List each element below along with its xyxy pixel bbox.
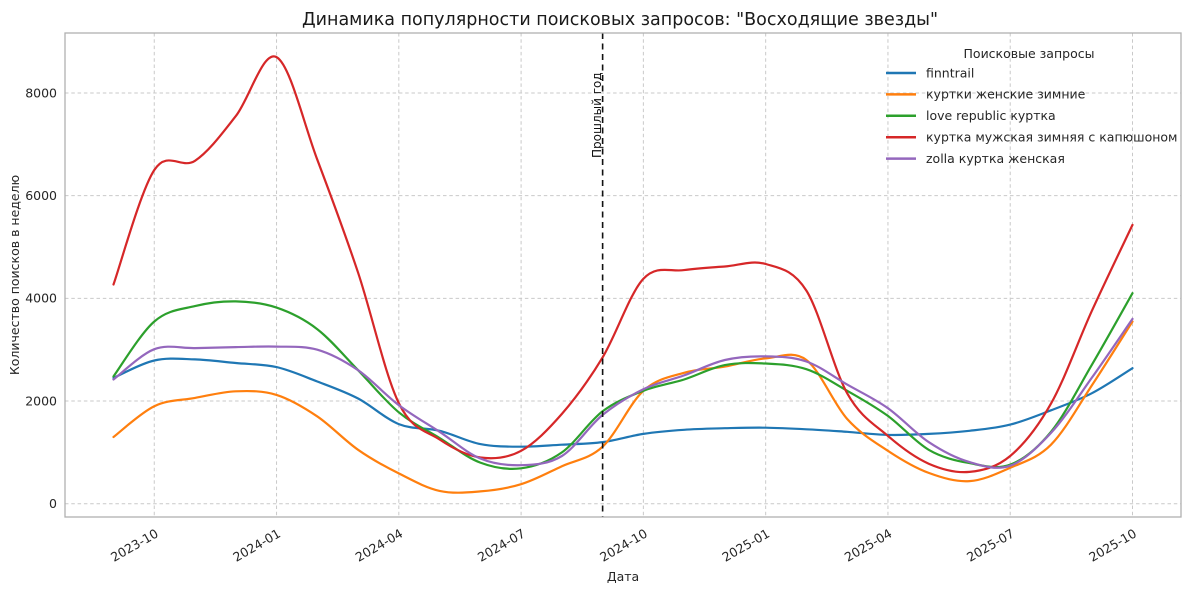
legend-label-2: love republic куртка	[926, 108, 1056, 123]
plot-area	[65, 33, 1181, 517]
y-tick-label: 2000	[25, 393, 57, 408]
legend-title: Поисковые запросы	[964, 46, 1095, 61]
series-line-3	[112, 55, 1134, 474]
x-axis-label: Дата	[607, 569, 639, 584]
y-tick-label: 0	[49, 496, 57, 511]
annotation-label: Прошлый год	[590, 72, 604, 158]
legend-label-3: куртка мужская зимняя с капюшоном	[926, 130, 1177, 145]
legend-label-1: куртки женские зимние	[926, 87, 1086, 102]
legend-label-0: finntrail	[926, 65, 974, 80]
series-line-0	[112, 357, 1134, 448]
chart-title: Динамика популярности поисковых запросов…	[302, 10, 938, 30]
y-tick-label: 8000	[25, 85, 57, 100]
y-tick-label: 6000	[25, 188, 57, 203]
series-line-4	[112, 317, 1134, 469]
plot-frame	[64, 32, 1182, 518]
y-axis-label: Количество поисков в неделю	[7, 175, 22, 375]
legend-label-4: zolla куртка женская	[926, 151, 1065, 166]
series-line-1	[112, 320, 1134, 494]
y-tick-label: 4000	[25, 291, 57, 306]
